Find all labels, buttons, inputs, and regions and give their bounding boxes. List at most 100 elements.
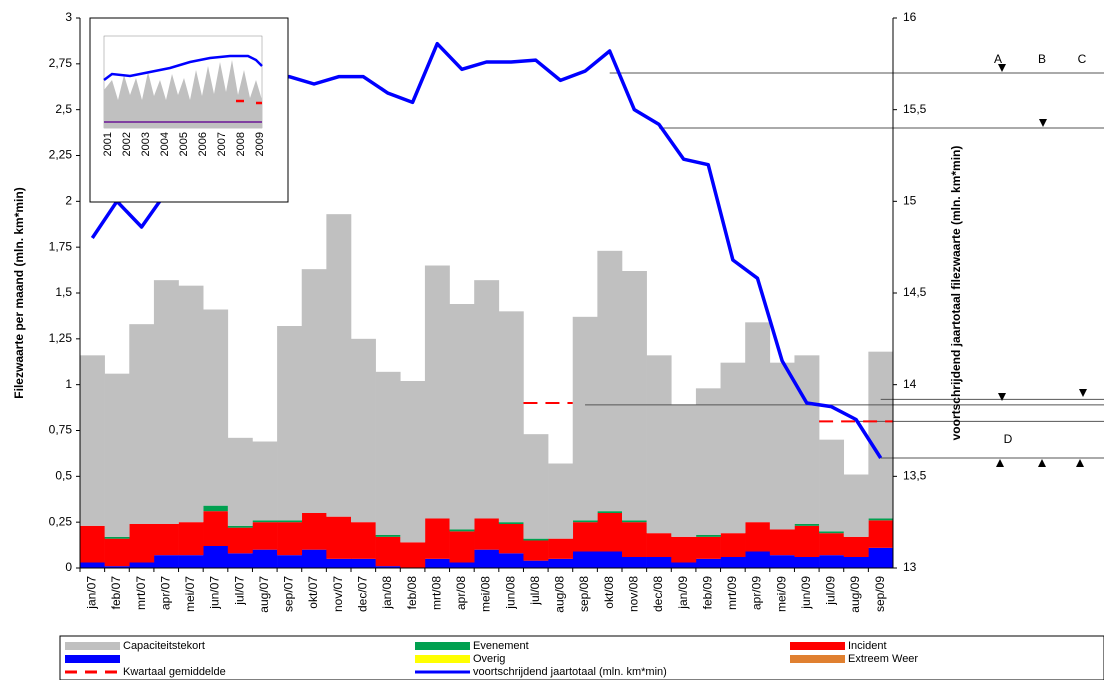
- bar: [794, 355, 820, 524]
- inset-line: [103, 54, 263, 81]
- x-tick-label: mei/07: [183, 576, 197, 612]
- x-tick-label: jan/08: [380, 576, 394, 610]
- bar: [695, 536, 721, 559]
- bar: [868, 351, 894, 519]
- inset-year: 2005: [178, 132, 190, 156]
- bar: [720, 362, 746, 534]
- x-tick-label: nov/08: [626, 576, 640, 612]
- bar: [474, 549, 500, 568]
- bar: [277, 326, 303, 521]
- bar: [671, 404, 697, 537]
- bar: [523, 434, 549, 539]
- y-tick-label: 2,5: [55, 102, 72, 116]
- bar: [203, 546, 229, 568]
- legend-label: Incident: [848, 640, 887, 652]
- bar: [498, 553, 524, 568]
- x-tick-label: apr/09: [750, 576, 764, 610]
- inset: 2001 2002 2003 2004 2005 2006 2007 2008 2009: [89, 17, 289, 203]
- x-tick-label: jun/07: [208, 576, 222, 610]
- bar: [548, 463, 574, 539]
- bar: [843, 557, 869, 568]
- bar: [277, 520, 303, 523]
- legend-label: Evenement: [473, 640, 529, 652]
- x-tick-label: jan/09: [676, 576, 690, 610]
- bar: [252, 522, 278, 550]
- y2-tick-label: 14: [903, 377, 917, 391]
- bar: [523, 560, 549, 568]
- x-tick-label: mrt/07: [134, 576, 148, 610]
- y-axis-label: Filezwaarte per maand (mln. km*min): [12, 187, 26, 398]
- bar: [153, 555, 179, 568]
- bar: [277, 555, 303, 568]
- x-tick-label: sep/07: [282, 576, 296, 612]
- bar: [424, 265, 450, 519]
- legend-swatch: [415, 642, 470, 650]
- bar: [794, 525, 820, 557]
- bar: [720, 533, 746, 557]
- bar: [203, 505, 229, 512]
- bar: [351, 338, 376, 523]
- bar: [572, 316, 598, 521]
- bar: [868, 518, 894, 521]
- bar: [153, 524, 179, 556]
- legend-label: Extreem Weer: [848, 653, 918, 665]
- y2-tick-label: 13: [903, 560, 917, 574]
- x-tick-label: jan/07: [84, 576, 98, 610]
- bar: [375, 566, 401, 568]
- bar: [794, 524, 820, 526]
- bar: [351, 522, 376, 559]
- marker-label: D: [1004, 432, 1013, 446]
- bar: [572, 522, 598, 552]
- y-tick-label: 1,25: [49, 331, 73, 345]
- bar: [868, 547, 894, 568]
- average-line: [523, 402, 893, 423]
- bar: [498, 522, 524, 524]
- legend-swatch: [65, 642, 120, 650]
- bar: [153, 280, 179, 524]
- legend-label: voortschrijdend jaartotaal (mln. km*min): [473, 666, 667, 678]
- y-tick-label: 1: [65, 377, 72, 391]
- y2-tick-label: 15,5: [903, 102, 927, 116]
- bar: [178, 285, 204, 523]
- bar: [819, 533, 845, 556]
- marker-label: C: [1078, 52, 1087, 66]
- x-tick-label: jul/07: [232, 576, 246, 606]
- bar: [252, 441, 278, 521]
- bar: [326, 558, 352, 568]
- bar: [498, 524, 524, 554]
- inset-area: [104, 60, 262, 128]
- bar: [424, 518, 450, 559]
- bar: [301, 513, 327, 550]
- bar: [400, 381, 426, 543]
- bar: [424, 558, 450, 568]
- legend-label: Capaciteitstekort: [123, 640, 205, 652]
- x-tick-label: dec/07: [355, 576, 369, 612]
- x-tick-label: sep/09: [873, 576, 887, 612]
- y2-tick-label: 13,5: [903, 469, 927, 483]
- bar: [129, 562, 155, 568]
- bar: [597, 511, 623, 513]
- x-tick-label: feb/07: [109, 576, 123, 610]
- bar: [80, 525, 105, 563]
- x-tick-label: mrt/09: [725, 576, 739, 610]
- bar: [695, 388, 721, 535]
- bar: [745, 522, 771, 552]
- bar: [203, 309, 229, 506]
- x-tick-label: apr/08: [454, 576, 468, 610]
- x-tick-label: jul/09: [824, 576, 838, 606]
- x-tick-label: feb/08: [405, 576, 419, 610]
- bar: [301, 269, 327, 513]
- bar: [819, 439, 845, 532]
- inset-years: 2001 2002 2003 2004 2005 2006 2007 2008 2009: [102, 132, 266, 156]
- bar: [301, 549, 327, 568]
- y2-tick-label: 14,5: [903, 285, 927, 299]
- bar: [449, 304, 475, 530]
- x-tick-label: okt/07: [306, 576, 320, 609]
- y2-tick-label: 15: [903, 194, 917, 208]
- bar: [720, 557, 746, 568]
- y-tick-label: 0,75: [49, 423, 73, 437]
- bar: [375, 371, 401, 535]
- legend-swatch: [790, 655, 845, 663]
- bar: [843, 474, 869, 537]
